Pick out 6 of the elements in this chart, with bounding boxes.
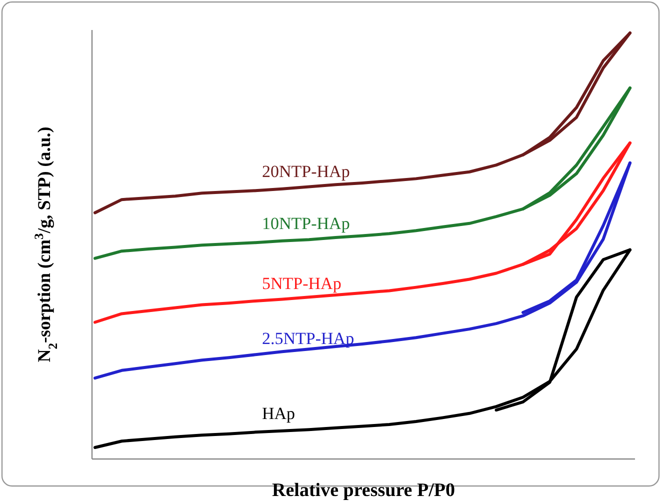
series-label: HAp	[262, 404, 296, 424]
series-label: 5NTP-HAp	[262, 274, 342, 293]
x-axis-title: Relative pressure P/P0	[272, 480, 455, 501]
series-label: 2.5NTP-HAp	[262, 329, 354, 348]
series-label: 20NTP-HAp	[262, 162, 350, 182]
series-label: 10NTP-HAp	[262, 214, 350, 234]
